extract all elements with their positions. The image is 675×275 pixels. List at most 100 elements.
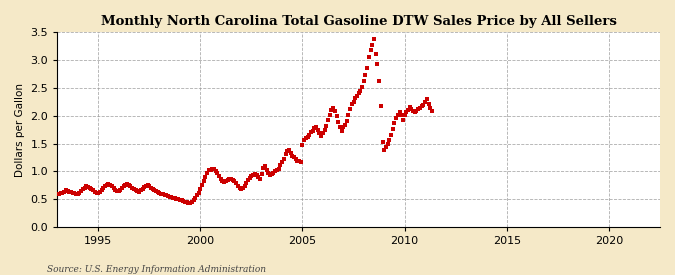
Point: [329, 109, 340, 113]
Point: [313, 128, 323, 132]
Point: [202, 171, 213, 175]
Point: [362, 66, 373, 70]
Point: [350, 96, 360, 101]
Point: [168, 196, 179, 200]
Point: [200, 175, 211, 179]
Point: [118, 184, 129, 188]
Point: [105, 183, 115, 188]
Point: [161, 193, 171, 198]
Point: [328, 106, 339, 111]
Point: [84, 186, 95, 190]
Point: [389, 121, 400, 126]
Point: [103, 182, 114, 186]
Point: [294, 159, 304, 164]
Point: [348, 100, 359, 104]
Point: [352, 93, 362, 98]
Point: [227, 178, 238, 182]
Point: [357, 84, 368, 89]
Point: [108, 186, 119, 190]
Point: [331, 114, 342, 119]
Point: [195, 187, 206, 191]
Point: [196, 183, 207, 188]
Point: [252, 175, 263, 179]
Point: [151, 189, 161, 193]
Point: [157, 192, 168, 197]
Point: [175, 198, 186, 202]
Point: [363, 55, 374, 59]
Point: [180, 199, 190, 204]
Point: [76, 189, 86, 193]
Point: [306, 130, 317, 134]
Point: [372, 62, 383, 66]
Point: [214, 174, 225, 179]
Point: [370, 52, 381, 56]
Point: [236, 187, 246, 191]
Point: [333, 120, 344, 124]
Point: [186, 199, 197, 204]
Point: [146, 185, 157, 190]
Point: [381, 145, 392, 149]
Point: [182, 200, 192, 204]
Point: [268, 171, 279, 175]
Point: [224, 177, 235, 182]
Point: [375, 104, 386, 108]
Point: [127, 185, 138, 190]
Point: [198, 179, 209, 184]
Point: [261, 167, 272, 172]
Point: [62, 189, 73, 193]
Point: [396, 112, 406, 117]
Point: [403, 108, 414, 112]
Point: [239, 184, 250, 188]
Point: [173, 197, 184, 202]
Point: [345, 107, 356, 112]
Point: [314, 131, 325, 135]
Point: [225, 177, 236, 181]
Point: [263, 171, 274, 175]
Point: [217, 179, 227, 183]
Point: [69, 191, 80, 196]
Point: [323, 118, 333, 122]
Point: [290, 157, 301, 161]
Point: [142, 183, 153, 188]
Point: [171, 197, 182, 201]
Point: [367, 43, 378, 47]
Point: [401, 110, 412, 114]
Text: Source: U.S. Energy Information Administration: Source: U.S. Energy Information Administ…: [47, 265, 266, 274]
Point: [135, 188, 146, 192]
Point: [336, 128, 347, 133]
Point: [254, 177, 265, 181]
Point: [115, 188, 126, 192]
Y-axis label: Dollars per Gallon: Dollars per Gallon: [15, 82, 25, 177]
Point: [382, 141, 393, 146]
Point: [342, 119, 352, 123]
Point: [207, 167, 217, 171]
Point: [88, 188, 99, 192]
Point: [335, 125, 346, 130]
Point: [149, 188, 160, 192]
Point: [338, 125, 349, 130]
Point: [176, 198, 187, 203]
Point: [110, 188, 121, 192]
Point: [360, 73, 371, 78]
Point: [232, 184, 243, 188]
Point: [68, 190, 78, 195]
Point: [65, 190, 76, 194]
Point: [166, 195, 177, 199]
Point: [321, 123, 332, 128]
Point: [221, 179, 232, 184]
Point: [346, 102, 357, 107]
Point: [97, 188, 107, 192]
Point: [86, 187, 97, 191]
Point: [369, 37, 379, 42]
Point: [288, 155, 299, 160]
Point: [246, 174, 256, 178]
Point: [420, 100, 431, 104]
Point: [120, 183, 131, 187]
Point: [59, 189, 70, 194]
Point: [317, 131, 328, 136]
Point: [387, 127, 398, 131]
Point: [222, 178, 233, 183]
Point: [89, 189, 100, 194]
Point: [212, 171, 223, 175]
Point: [63, 189, 74, 194]
